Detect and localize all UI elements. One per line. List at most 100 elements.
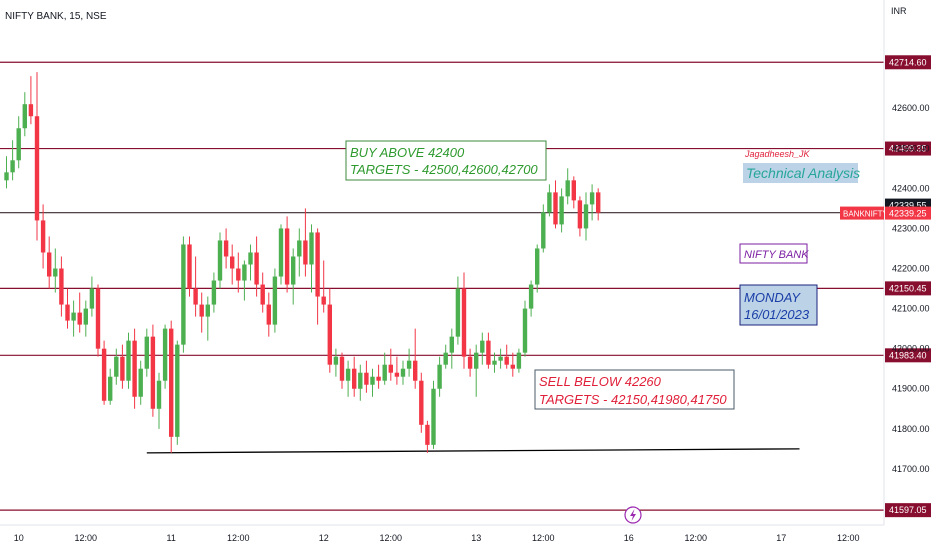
candle-body: [211, 280, 217, 305]
candle: [223, 228, 229, 269]
candle: [486, 332, 491, 369]
buy-annotation-line1: BUY ABOVE 42400: [350, 145, 465, 160]
candle-body: [101, 348, 107, 401]
index-name-box[interactable]: [739, 243, 808, 264]
candle: [126, 332, 131, 389]
chart-title: NIFTY BANK, 15, NSE: [5, 11, 107, 22]
buy-annotation-box[interactable]: [345, 140, 547, 181]
sell-annotation-box[interactable]: [534, 369, 735, 410]
candle-body: [144, 336, 149, 369]
candle: [406, 348, 412, 377]
time-axis[interactable]: 10 12:00 11 12:00 12 12:00 13 12:00 16 12:00 17 12:…: [14, 533, 860, 543]
time-tick-label: 16: [624, 533, 634, 543]
time-tick-label: 13: [471, 533, 481, 543]
candle: [16, 116, 21, 169]
candle: [28, 76, 34, 125]
candle-body: [382, 364, 387, 381]
candle: [53, 248, 58, 293]
candle: [230, 244, 235, 285]
price-tick-label: 42400.00: [892, 183, 930, 193]
candle-body: [358, 372, 363, 389]
candle: [187, 236, 192, 297]
candle: [461, 272, 467, 369]
candle-body: [278, 228, 284, 277]
candle: [358, 364, 363, 401]
price-tick-label: 41900.00: [892, 384, 930, 394]
level-price-tag: [885, 348, 931, 363]
candle-body: [108, 376, 113, 401]
candle-body: [504, 356, 509, 365]
lightning-icon[interactable]: [624, 506, 642, 524]
candle: [376, 364, 381, 389]
candle-body: [248, 252, 253, 265]
candle: [528, 280, 534, 317]
candle-body: [492, 360, 497, 365]
candle: [150, 324, 156, 417]
candle-body: [89, 288, 95, 309]
author-label: Jagadheesh_JK: [744, 149, 811, 159]
candle-body: [83, 308, 88, 325]
time-tick-label: 12:00: [685, 533, 708, 543]
level-price-label: 42499.35: [889, 144, 927, 154]
candle-body: [242, 264, 247, 281]
candle: [181, 236, 186, 353]
candle: [108, 368, 113, 405]
candle: [474, 344, 479, 397]
time-tick-label: 12: [319, 533, 329, 543]
candle: [297, 228, 302, 277]
technical-analysis-box[interactable]: [743, 163, 858, 183]
candle: [419, 372, 424, 433]
candle-body: [376, 376, 381, 381]
candle: [583, 192, 589, 241]
candle-body: [541, 212, 546, 249]
candle-body: [16, 128, 21, 161]
candle-body: [175, 344, 180, 437]
candle: [95, 284, 101, 357]
candle-body: [565, 180, 570, 197]
technical-analysis-label: Technical Analysis: [746, 165, 860, 181]
candle: [211, 272, 217, 313]
candle-body: [510, 364, 515, 369]
candle: [309, 224, 314, 293]
candle-body: [4, 172, 9, 181]
candles: [4, 72, 601, 453]
candle: [217, 232, 223, 289]
level-price-tag: [885, 503, 931, 518]
candle: [89, 276, 95, 317]
candle-body: [34, 116, 40, 221]
level-price-tag: [885, 141, 931, 156]
candle-body: [431, 388, 436, 445]
candle-body: [535, 248, 540, 285]
price-tick-label: 42600.00: [892, 103, 930, 113]
price-axis[interactable]: 42714.60 42499.35 42150.45 41983.40 41597.05…: [840, 55, 931, 518]
symbol-price-label: 42339.25: [889, 209, 927, 219]
candle-body: [394, 372, 400, 377]
candle: [455, 276, 461, 345]
candle-body: [10, 160, 15, 173]
candle: [571, 176, 576, 209]
support-trendline[interactable]: [146, 448, 800, 454]
candle: [132, 328, 137, 409]
candle: [260, 272, 265, 313]
candle: [83, 300, 88, 337]
candle-body: [321, 296, 326, 305]
candle-body: [47, 252, 52, 277]
candle-body: [559, 196, 564, 225]
candle: [522, 300, 528, 357]
time-tick-label: 12:00: [75, 533, 98, 543]
last-price-label: 42339.55: [889, 201, 927, 211]
date-box[interactable]: [739, 284, 818, 326]
candle: [169, 320, 174, 453]
price-tick-label: 42300.00: [892, 223, 930, 233]
candle-body: [138, 368, 143, 397]
candle-body: [449, 336, 454, 353]
candle-body: [284, 228, 290, 285]
level-price-label: 42150.45: [889, 283, 927, 293]
candle: [34, 72, 40, 241]
candle: [156, 372, 162, 429]
candle: [431, 380, 436, 449]
candle-body: [596, 192, 601, 213]
candle: [236, 252, 241, 293]
candle-body: [260, 284, 265, 305]
